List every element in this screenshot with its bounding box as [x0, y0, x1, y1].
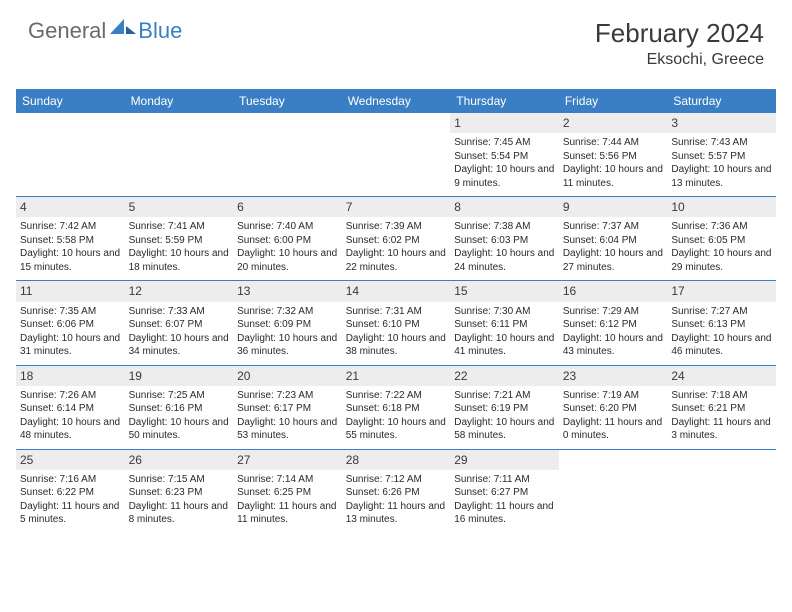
day-detail-cell: Sunrise: 7:40 AMSunset: 6:00 PMDaylight:…	[233, 217, 342, 281]
day-number-cell: 7	[342, 197, 451, 218]
day-number-cell: 24	[667, 365, 776, 386]
day-number-cell: 17	[667, 281, 776, 302]
day-detail-cell	[559, 470, 668, 533]
day-number-cell: 27	[233, 449, 342, 470]
day-detail-cell: Sunrise: 7:37 AMSunset: 6:04 PMDaylight:…	[559, 217, 668, 281]
logo-text-blue: Blue	[138, 18, 182, 44]
day-number-cell: 22	[450, 365, 559, 386]
day-detail-cell: Sunrise: 7:12 AMSunset: 6:26 PMDaylight:…	[342, 470, 451, 533]
weekday-header: Wednesday	[342, 89, 451, 113]
day-detail-cell: Sunrise: 7:26 AMSunset: 6:14 PMDaylight:…	[16, 386, 125, 450]
day-detail-cell: Sunrise: 7:45 AMSunset: 5:54 PMDaylight:…	[450, 133, 559, 197]
day-detail-cell	[233, 133, 342, 197]
day-number-cell: 20	[233, 365, 342, 386]
day-number-cell: 5	[125, 197, 234, 218]
weekday-header: Tuesday	[233, 89, 342, 113]
day-detail-cell: Sunrise: 7:36 AMSunset: 6:05 PMDaylight:…	[667, 217, 776, 281]
day-number-cell	[342, 113, 451, 133]
day-detail-cell: Sunrise: 7:33 AMSunset: 6:07 PMDaylight:…	[125, 302, 234, 366]
day-detail-cell: Sunrise: 7:16 AMSunset: 6:22 PMDaylight:…	[16, 470, 125, 533]
header: General Blue February 2024 Eksochi, Gree…	[0, 0, 792, 77]
day-detail-cell: Sunrise: 7:27 AMSunset: 6:13 PMDaylight:…	[667, 302, 776, 366]
day-number-cell: 26	[125, 449, 234, 470]
calendar-table: SundayMondayTuesdayWednesdayThursdayFrid…	[16, 89, 776, 533]
day-number-cell	[233, 113, 342, 133]
day-number-cell	[667, 449, 776, 470]
day-number-cell: 21	[342, 365, 451, 386]
day-number-cell: 10	[667, 197, 776, 218]
day-number-cell: 8	[450, 197, 559, 218]
day-detail-cell: Sunrise: 7:31 AMSunset: 6:10 PMDaylight:…	[342, 302, 451, 366]
day-number-cell: 16	[559, 281, 668, 302]
logo-text-general: General	[28, 18, 106, 44]
day-detail-cell: Sunrise: 7:39 AMSunset: 6:02 PMDaylight:…	[342, 217, 451, 281]
day-number-cell: 13	[233, 281, 342, 302]
day-number-cell: 28	[342, 449, 451, 470]
day-number-cell: 19	[125, 365, 234, 386]
logo: General Blue	[28, 18, 182, 44]
month-title: February 2024	[595, 18, 764, 49]
day-detail-cell: Sunrise: 7:32 AMSunset: 6:09 PMDaylight:…	[233, 302, 342, 366]
day-detail-cell: Sunrise: 7:23 AMSunset: 6:17 PMDaylight:…	[233, 386, 342, 450]
weekday-header: Sunday	[16, 89, 125, 113]
day-detail-cell: Sunrise: 7:18 AMSunset: 6:21 PMDaylight:…	[667, 386, 776, 450]
day-number-cell: 15	[450, 281, 559, 302]
weekday-header: Monday	[125, 89, 234, 113]
day-detail-cell: Sunrise: 7:43 AMSunset: 5:57 PMDaylight:…	[667, 133, 776, 197]
day-detail-cell	[16, 133, 125, 197]
day-detail-cell: Sunrise: 7:42 AMSunset: 5:58 PMDaylight:…	[16, 217, 125, 281]
day-number-cell: 1	[450, 113, 559, 133]
day-detail-cell	[125, 133, 234, 197]
day-detail-cell: Sunrise: 7:35 AMSunset: 6:06 PMDaylight:…	[16, 302, 125, 366]
day-number-cell: 6	[233, 197, 342, 218]
day-detail-cell: Sunrise: 7:11 AMSunset: 6:27 PMDaylight:…	[450, 470, 559, 533]
day-number-cell	[16, 113, 125, 133]
day-detail-cell	[342, 133, 451, 197]
day-number-cell	[559, 449, 668, 470]
day-number-cell: 23	[559, 365, 668, 386]
day-number-cell: 25	[16, 449, 125, 470]
weekday-header: Thursday	[450, 89, 559, 113]
day-detail-cell: Sunrise: 7:22 AMSunset: 6:18 PMDaylight:…	[342, 386, 451, 450]
day-detail-cell: Sunrise: 7:41 AMSunset: 5:59 PMDaylight:…	[125, 217, 234, 281]
day-number-cell: 2	[559, 113, 668, 133]
day-detail-cell: Sunrise: 7:38 AMSunset: 6:03 PMDaylight:…	[450, 217, 559, 281]
location: Eksochi, Greece	[595, 51, 764, 69]
day-detail-cell: Sunrise: 7:29 AMSunset: 6:12 PMDaylight:…	[559, 302, 668, 366]
title-block: February 2024 Eksochi, Greece	[595, 18, 764, 69]
day-number-cell: 3	[667, 113, 776, 133]
day-number-cell: 9	[559, 197, 668, 218]
day-detail-cell: Sunrise: 7:21 AMSunset: 6:19 PMDaylight:…	[450, 386, 559, 450]
day-number-cell: 29	[450, 449, 559, 470]
weekday-header: Friday	[559, 89, 668, 113]
day-number-cell: 12	[125, 281, 234, 302]
day-number-cell: 18	[16, 365, 125, 386]
day-detail-cell: Sunrise: 7:44 AMSunset: 5:56 PMDaylight:…	[559, 133, 668, 197]
calendar-body: 123Sunrise: 7:45 AMSunset: 5:54 PMDaylig…	[16, 113, 776, 533]
day-number-cell: 4	[16, 197, 125, 218]
day-detail-cell: Sunrise: 7:19 AMSunset: 6:20 PMDaylight:…	[559, 386, 668, 450]
day-detail-cell: Sunrise: 7:30 AMSunset: 6:11 PMDaylight:…	[450, 302, 559, 366]
day-detail-cell	[667, 470, 776, 533]
day-detail-cell: Sunrise: 7:14 AMSunset: 6:25 PMDaylight:…	[233, 470, 342, 533]
logo-sail-icon	[110, 16, 136, 41]
weekday-header: Saturday	[667, 89, 776, 113]
day-number-cell: 14	[342, 281, 451, 302]
day-detail-cell: Sunrise: 7:25 AMSunset: 6:16 PMDaylight:…	[125, 386, 234, 450]
day-number-cell	[125, 113, 234, 133]
day-number-cell: 11	[16, 281, 125, 302]
day-detail-cell: Sunrise: 7:15 AMSunset: 6:23 PMDaylight:…	[125, 470, 234, 533]
calendar-header-row: SundayMondayTuesdayWednesdayThursdayFrid…	[16, 89, 776, 113]
